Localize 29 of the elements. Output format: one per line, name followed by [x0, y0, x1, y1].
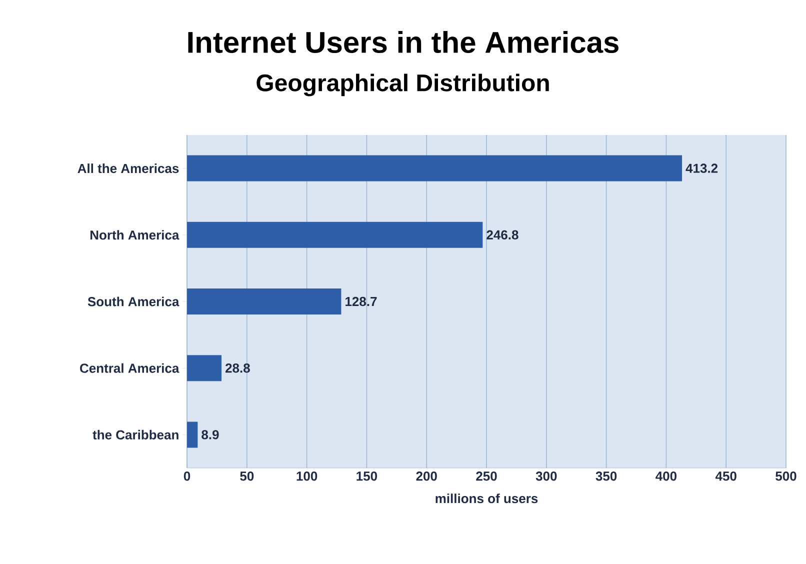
data-label: 413.2 [686, 164, 718, 173]
data-label: 28.8 [225, 363, 250, 373]
chart-subtitle: Geographical Distribution [256, 74, 549, 96]
x-tick-label: 300 [536, 472, 557, 481]
data-label: 128.7 [346, 296, 377, 306]
y-tick-label: the Caribbean [92, 430, 178, 440]
x-tick-label: 350 [596, 472, 617, 481]
x-tick-label: 50 [240, 472, 254, 481]
bar [187, 355, 222, 382]
bar [187, 422, 198, 448]
y-tick-label: Central America [80, 363, 180, 373]
x-axis-title: millions of users [436, 494, 538, 504]
x-tick-label: 100 [296, 472, 318, 481]
x-tick-label: 150 [356, 472, 378, 481]
bar [187, 222, 483, 248]
data-label: 246.8 [486, 230, 518, 240]
bar [187, 288, 342, 314]
x-tick-label: 400 [656, 472, 677, 481]
chart-title: Internet Users in the Americas [188, 30, 618, 54]
x-tick-label: 500 [776, 472, 796, 481]
y-tick-label: South America [88, 296, 180, 306]
x-tick-label: 0 [184, 472, 190, 481]
y-tick-label: All the Americas [78, 164, 179, 174]
data-label: 8.9 [202, 430, 219, 440]
y-tick-label: North America [90, 230, 180, 240]
x-tick-label: 200 [416, 472, 437, 481]
x-tick-label: 250 [476, 472, 497, 481]
bar [187, 155, 682, 182]
x-tick-label: 450 [715, 472, 736, 481]
